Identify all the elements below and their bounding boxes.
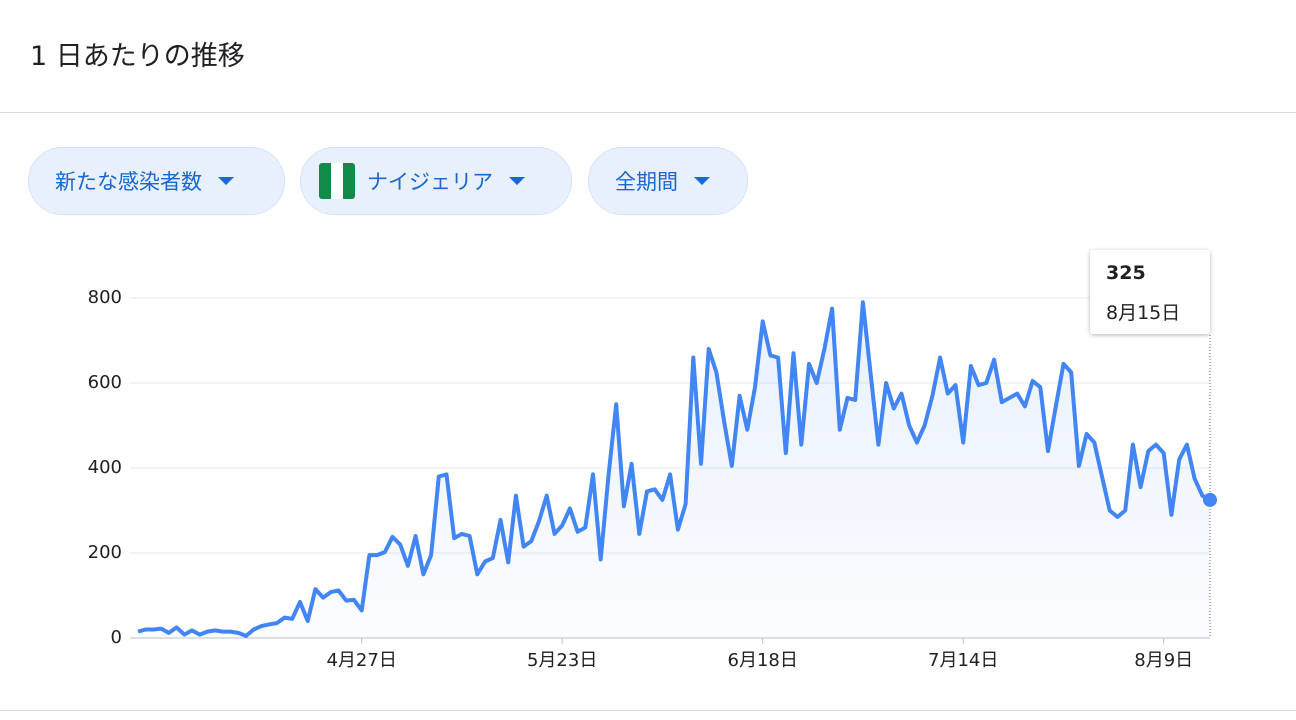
period-dropdown[interactable]: 全期間 bbox=[588, 147, 748, 215]
x-tick-label: 5月23日 bbox=[527, 650, 597, 671]
x-tick-label: 8月9日 bbox=[1134, 650, 1193, 671]
metric-dropdown[interactable]: 新たな感染者数 bbox=[28, 147, 285, 215]
y-tick-label: 800 bbox=[88, 287, 122, 308]
y-tick-label: 400 bbox=[88, 457, 122, 478]
dropdown-label: 新たな感染者数 bbox=[55, 170, 202, 194]
flag-icon bbox=[319, 163, 355, 199]
region-dropdown[interactable]: ナイジェリア bbox=[300, 147, 572, 215]
tooltip-date: 8月15日 bbox=[1106, 302, 1181, 324]
y-tick-label: 600 bbox=[88, 372, 122, 393]
tooltip-value: 325 bbox=[1106, 262, 1146, 284]
line bbox=[137, 300, 1211, 638]
highlight-point bbox=[1203, 492, 1217, 507]
tooltip: 325 8月15日 bbox=[1090, 250, 1210, 334]
dropdown-arrow bbox=[509, 177, 525, 185]
dropdown-label: ナイジェリア bbox=[367, 170, 493, 194]
dropdown-arrow bbox=[694, 177, 710, 185]
chart: 0 200 400 600 800 4月27日 5月23日 6月18日 7月14日 8月9日 bbox=[88, 287, 1217, 671]
dropdown-label: 全期間 bbox=[615, 170, 678, 194]
x-tick-label: 6月18日 bbox=[728, 650, 798, 671]
divider bbox=[0, 710, 1296, 711]
dropdown-arrow bbox=[218, 177, 234, 185]
x-tick-label: 7月14日 bbox=[928, 650, 998, 671]
y-tick-label: 200 bbox=[88, 542, 122, 563]
card-title: 1 日あたりの推移 bbox=[30, 41, 245, 72]
y-tick-label: 0 bbox=[111, 627, 122, 648]
area-fill bbox=[138, 302, 1210, 638]
x-tick-label: 4月27日 bbox=[326, 650, 396, 671]
divider bbox=[0, 112, 1296, 113]
